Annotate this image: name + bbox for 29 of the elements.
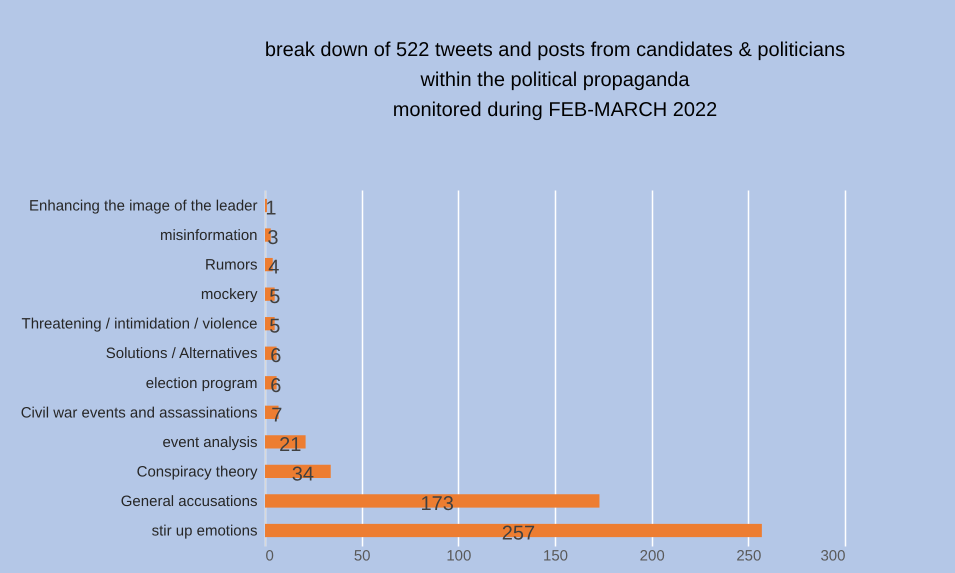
data-label: 5 <box>269 286 280 308</box>
x-tick-label: 200 <box>640 548 665 564</box>
x-tick-label: 0 <box>266 548 274 564</box>
data-label: 3 <box>267 227 278 250</box>
y-tick-label: Threatening / intimidation / violence <box>22 316 258 333</box>
x-tick-label: 50 <box>354 548 371 564</box>
x-tick-label: 150 <box>542 548 568 564</box>
x-tick-label: 100 <box>446 548 472 564</box>
y-tick-label: misinformation <box>160 227 258 244</box>
y-tick-label: Solutions / Alternatives <box>106 345 258 362</box>
data-label: 1 <box>265 198 277 220</box>
y-tick-label: General accusations <box>120 492 258 510</box>
y-tick-label: stir up emotions <box>152 522 258 540</box>
y-tick-label: Civil war events and assassinations <box>20 404 258 422</box>
data-label: 4 <box>268 256 280 279</box>
y-tick-label: Enhancing the image of the leader <box>29 198 258 215</box>
x-tick-label: 300 <box>820 548 846 564</box>
data-label: 5 <box>269 316 280 338</box>
y-tick-label: Conspiracy theory <box>136 463 258 480</box>
y-tick-label: event analysis <box>162 434 258 451</box>
text: within the political propaganda <box>420 69 690 91</box>
data-label: 6 <box>270 374 282 397</box>
y-tick-label: election program <box>146 374 258 392</box>
x-tick-label: 250 <box>736 548 762 564</box>
text: monitored during FEB-MARCH 2022 <box>392 99 718 121</box>
y-tick-label: mockery <box>200 286 258 304</box>
data-label: 6 <box>270 345 282 368</box>
y-tick-label: Rumors <box>204 256 258 274</box>
text: break down of 522 tweets and posts from candidates & politicians <box>264 39 846 61</box>
